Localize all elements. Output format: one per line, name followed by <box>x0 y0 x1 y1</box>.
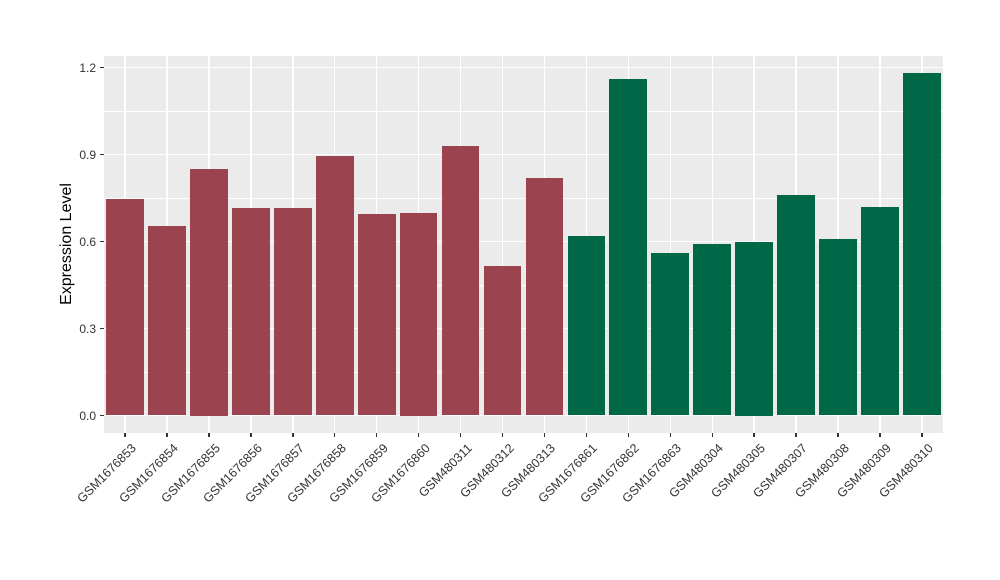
bar-GSM480305 <box>735 241 774 416</box>
y-tick-mark <box>100 327 104 330</box>
bar-GSM1676856 <box>231 208 270 416</box>
bar-GSM480311 <box>441 145 480 416</box>
x-tick-mark <box>166 433 168 437</box>
y-tick-label: 0.6 <box>79 234 96 249</box>
gridline-major-horizontal <box>104 240 943 243</box>
x-tick-mark <box>333 433 336 437</box>
gridline-major-horizontal <box>104 414 943 417</box>
gridline-minor-horizontal <box>104 284 943 286</box>
x-tick-mark <box>627 433 630 437</box>
x-tick-mark <box>208 433 210 437</box>
x-tick-mark <box>459 433 462 437</box>
bar-GSM480307 <box>777 195 816 416</box>
bar-GSM1676863 <box>651 253 690 416</box>
y-tick-label: 0.3 <box>79 321 96 336</box>
x-tick-mark <box>543 433 546 437</box>
bar-GSM1676854 <box>148 225 186 416</box>
gridline-major-horizontal <box>104 153 943 156</box>
x-tick-mark <box>375 433 378 437</box>
y-tick-label: 0.9 <box>79 147 96 162</box>
bar-GSM480310 <box>903 73 941 416</box>
bar-GSM480309 <box>861 206 899 416</box>
y-tick-mark <box>100 240 104 243</box>
x-tick-mark <box>124 433 126 437</box>
x-tick-mark <box>753 433 755 437</box>
gridline-minor-horizontal <box>104 197 943 199</box>
y-tick-label: 1.2 <box>79 60 96 75</box>
x-tick-mark <box>417 433 420 437</box>
bar-GSM1676855 <box>189 169 228 416</box>
x-tick-mark <box>795 433 797 437</box>
x-tick-mark <box>501 433 504 437</box>
bar-GSM480313 <box>525 177 564 416</box>
y-tick-mark <box>100 66 104 69</box>
gridline-major-vertical <box>669 56 672 433</box>
bar-GSM480308 <box>819 238 857 416</box>
x-tick-mark <box>711 433 714 437</box>
bar-GSM1676853 <box>106 199 144 416</box>
bar-GSM480312 <box>483 266 522 416</box>
bar-GSM1676860 <box>399 212 438 416</box>
y-tick-mark <box>100 153 104 156</box>
gridline-major-vertical <box>501 56 504 433</box>
gridline-minor-horizontal <box>104 371 943 373</box>
y-tick-label: 0.0 <box>79 408 96 423</box>
bar-GSM1676862 <box>609 79 648 416</box>
bar-GSM1676858 <box>315 155 354 416</box>
x-tick-mark <box>292 433 294 437</box>
x-tick-mark <box>837 433 839 437</box>
x-tick-mark <box>921 433 923 437</box>
gridline-minor-horizontal <box>104 110 943 112</box>
plot-panel <box>104 56 943 433</box>
gridline-major-horizontal <box>104 66 943 69</box>
x-tick-mark <box>669 433 672 437</box>
y-tick-mark <box>100 414 104 417</box>
bar-GSM1676857 <box>273 208 312 416</box>
bar-GSM480304 <box>693 244 732 416</box>
gridline-major-horizontal <box>104 327 943 330</box>
x-tick-mark <box>585 433 588 437</box>
x-tick-mark <box>250 433 252 437</box>
bar-GSM1676861 <box>567 235 606 416</box>
x-tick-mark <box>879 433 881 437</box>
bar-GSM1676859 <box>357 213 396 416</box>
